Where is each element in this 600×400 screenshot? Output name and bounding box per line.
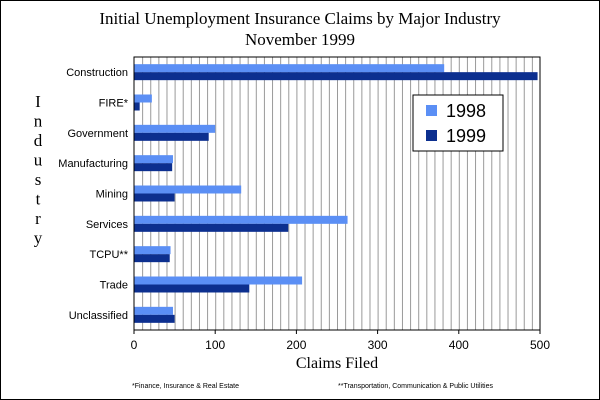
bar-1998-tcpu	[134, 246, 171, 255]
legend-swatch-1998	[426, 105, 437, 116]
y-axis-title-letter: s	[35, 170, 42, 189]
category-label: Unclassified	[69, 310, 128, 322]
x-tick-label: 100	[205, 338, 225, 352]
bar-1999-manufacturing	[134, 163, 173, 172]
bar-1998-manufacturing	[134, 155, 173, 164]
legend-box	[412, 94, 504, 152]
y-axis-title-letter: u	[34, 151, 43, 170]
bar-1998-government	[134, 124, 216, 133]
bar-1999-fire	[134, 102, 140, 111]
bar-1998-trade	[134, 276, 303, 285]
bar-1999-mining	[134, 193, 175, 202]
bar-1999-tcpu	[134, 254, 170, 263]
category-label: Government	[67, 128, 128, 140]
bar-1998-services	[134, 215, 348, 224]
bar-1998-mining	[134, 185, 242, 194]
x-tick-label: 200	[286, 338, 306, 352]
y-axis-title-letter: t	[36, 190, 41, 209]
y-axis-title-letter: n	[34, 112, 43, 131]
footnote-fire: *Finance, Insurance & Real Estate	[132, 383, 239, 390]
bar-1999-government	[134, 132, 209, 141]
x-axis-title: Claims Filed	[296, 355, 378, 372]
bar-1998-construction	[134, 64, 445, 73]
plot-border	[133, 56, 541, 331]
category-label: Services	[86, 219, 129, 231]
category-label: Mining	[96, 189, 128, 201]
bar-1999-services	[134, 223, 289, 232]
x-tick-label: 0	[131, 338, 138, 352]
bar-1999-construction	[134, 72, 538, 81]
category-label: Manufacturing	[58, 158, 128, 170]
y-axis-title-letter: y	[34, 229, 43, 248]
bar-1999-trade	[134, 284, 250, 293]
bar-1998-unclassified	[134, 306, 173, 315]
legend: 1998 1999	[412, 94, 504, 152]
legend-swatch-1999	[426, 130, 437, 141]
chart-title: Initial Unemployment Insurance Claims by…	[99, 9, 501, 28]
y-axis-title-letter: I	[35, 92, 41, 111]
x-tick-label: 500	[530, 338, 550, 352]
x-tick-label: 300	[368, 338, 388, 352]
category-label: Construction	[66, 67, 128, 79]
legend-label-1998: 1998	[446, 101, 486, 121]
bar-1998-fire	[134, 94, 152, 103]
y-axis-title-letter: d	[34, 131, 43, 150]
category-label: TCPU**	[89, 249, 128, 261]
bar-1999-unclassified	[134, 314, 175, 323]
y-axis-title-letter: r	[35, 209, 41, 228]
chart-subtitle: November 1999	[245, 30, 355, 49]
y-axis-title: Industry	[34, 92, 43, 248]
category-label: Trade	[100, 280, 128, 292]
legend-label-1999: 1999	[446, 126, 486, 146]
footnote-tcpu: **Transportation, Communication & Public…	[338, 383, 493, 390]
x-tick-label: 400	[449, 338, 469, 352]
category-label: FIRE*	[99, 98, 129, 110]
